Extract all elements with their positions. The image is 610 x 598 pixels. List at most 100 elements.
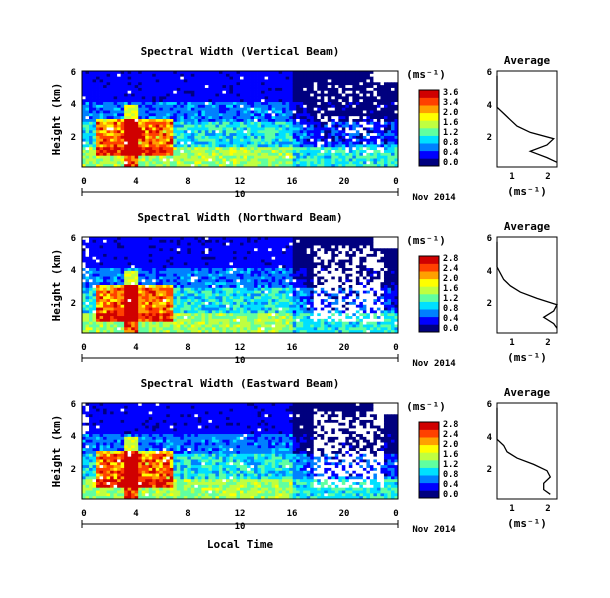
heatmap-cell <box>183 161 188 165</box>
heatmap-cell <box>194 259 199 263</box>
heatmap-cell <box>324 164 329 167</box>
heatmap-cell <box>292 121 297 126</box>
heatmap-cell <box>173 245 178 249</box>
heatmap-cell <box>317 242 322 246</box>
heatmap-cell <box>376 147 381 151</box>
heatmap-cell <box>124 270 129 275</box>
heatmap-cell <box>208 130 213 134</box>
heatmap-cell <box>145 96 150 100</box>
heatmap-cell <box>331 99 336 103</box>
heatmap-cell <box>387 242 392 246</box>
heatmap-cell <box>222 133 227 137</box>
heatmap-cell <box>331 273 336 277</box>
heatmap-cell <box>369 133 374 137</box>
heatmap-cell <box>222 96 227 100</box>
heatmap-cell <box>201 133 206 137</box>
heatmap-cell <box>282 138 287 142</box>
heatmap-cell <box>208 90 213 94</box>
heatmap-cell <box>222 82 227 86</box>
heatmap-cell <box>208 152 213 157</box>
heatmap-cell <box>155 276 160 280</box>
heatmap-cell <box>208 150 213 154</box>
heatmap-cell <box>166 138 171 142</box>
heatmap-cell <box>310 242 315 246</box>
heatmap-cell <box>148 102 153 106</box>
heatmap-cell <box>229 290 234 294</box>
heatmap-cell <box>194 245 199 249</box>
heatmap-cell <box>313 113 318 117</box>
heatmap-cell <box>243 268 248 272</box>
heatmap-cell <box>190 161 195 165</box>
heatmap-cell <box>159 256 164 260</box>
heatmap-cell <box>359 99 364 103</box>
heatmap-cell <box>96 150 100 154</box>
heatmap-cell <box>338 104 343 109</box>
heatmap-cell <box>310 161 315 165</box>
heatmap-cell <box>376 127 381 131</box>
heatmap-cell <box>103 290 107 294</box>
heatmap-cell <box>240 251 244 255</box>
heatmap <box>82 71 398 167</box>
heatmap-cell <box>173 164 178 167</box>
heatmap-cell <box>225 127 230 131</box>
heatmap-cell <box>152 152 157 157</box>
heatmap-cell <box>183 116 188 120</box>
heatmap-cell <box>299 248 304 252</box>
heatmap-cell <box>264 150 269 154</box>
heatmap-cell <box>127 121 132 126</box>
heatmap-cell <box>103 239 107 244</box>
heatmap-cell <box>169 121 174 126</box>
heatmap-cell <box>159 133 164 137</box>
heatmap-cell <box>240 107 244 111</box>
heatmap-cell <box>222 287 227 292</box>
heatmap-cell <box>341 161 346 165</box>
heatmap-cell <box>89 290 93 294</box>
heatmap-cell <box>106 104 111 109</box>
heatmap-cell <box>331 237 336 241</box>
heatmap-cell <box>229 158 234 162</box>
heatmap-cell <box>289 268 294 272</box>
heatmap-cell <box>155 158 160 162</box>
heatmap-cell <box>85 161 90 165</box>
heatmap-cell <box>190 253 195 258</box>
heatmap-cell <box>296 265 301 269</box>
heatmap-cell <box>313 282 318 286</box>
heatmap-cell <box>222 147 227 151</box>
heatmap-cell <box>92 245 97 249</box>
heatmap-cell <box>148 107 153 111</box>
heatmap-cell <box>166 245 171 249</box>
heatmap-cell <box>320 262 325 266</box>
heatmap-cell <box>173 71 178 75</box>
heatmap-cell <box>352 242 357 246</box>
heatmap-cell <box>162 138 167 142</box>
heatmap-cell <box>359 276 364 280</box>
heatmap-cell <box>180 237 185 241</box>
heatmap-cell <box>254 82 258 86</box>
heatmap-cell <box>271 276 276 280</box>
heatmap-cell <box>92 87 97 92</box>
heatmap-cell <box>190 96 195 100</box>
heatmap-cell <box>387 130 392 134</box>
heatmap-cell <box>82 104 86 109</box>
heatmap-cell <box>225 239 230 244</box>
heatmap-cell <box>271 245 276 249</box>
heatmap-cell <box>327 87 332 92</box>
heatmap-cell <box>250 71 255 75</box>
heatmap-cell <box>190 293 195 297</box>
heatmap-cell <box>148 90 153 94</box>
heatmap-cell <box>369 270 374 275</box>
heatmap-cell <box>376 121 381 126</box>
heatmap-cell <box>310 290 315 294</box>
heatmap-cell <box>148 82 153 86</box>
heatmap-cell <box>250 138 255 142</box>
heatmap-cell <box>345 256 350 260</box>
heatmap-cell <box>208 161 213 165</box>
heatmap-cell <box>355 144 360 148</box>
heatmap-cell <box>124 107 129 111</box>
heatmap-cell <box>110 270 114 275</box>
heatmap-cell <box>218 256 223 260</box>
heatmap-cell <box>110 135 114 140</box>
heatmap-cell <box>222 245 227 249</box>
heatmap-cell <box>390 82 395 86</box>
heatmap-cell <box>348 102 353 106</box>
